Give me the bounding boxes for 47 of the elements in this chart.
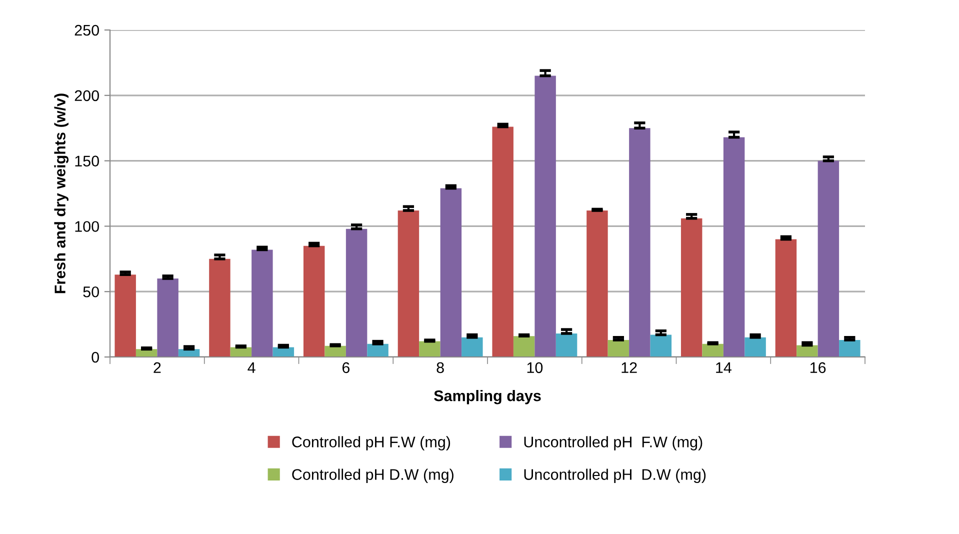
x-tick-label: 2 xyxy=(154,362,161,373)
x-tick-label: 10 xyxy=(527,362,543,374)
bar xyxy=(723,137,745,357)
legend-label: Controlled pH F.W (mg) xyxy=(292,436,450,450)
legend-label: Uncontrolled pH F.W (mg) xyxy=(524,436,702,450)
x-tick-label: 14 xyxy=(716,362,732,373)
bar xyxy=(775,239,797,357)
bar xyxy=(346,228,368,357)
legend-label: Controlled pH D.W (mg) xyxy=(292,468,454,483)
bar xyxy=(556,333,578,357)
y-tick-label: 150 xyxy=(75,156,99,166)
bar xyxy=(157,278,178,357)
bar xyxy=(650,334,672,357)
bar xyxy=(209,258,230,357)
bar xyxy=(513,336,535,357)
x-tick-label: 16 xyxy=(810,362,826,374)
bar xyxy=(367,344,388,357)
bar xyxy=(398,210,420,357)
bar xyxy=(796,345,818,357)
x-tick-label: 8 xyxy=(436,362,444,374)
bar xyxy=(839,340,860,357)
bar xyxy=(303,246,325,357)
bar xyxy=(419,341,440,357)
x-axis-title: Sampling days xyxy=(434,390,541,404)
bar xyxy=(608,340,630,357)
y-tick-label: 50 xyxy=(83,286,99,298)
bar xyxy=(114,274,136,357)
x-tick-label: 4 xyxy=(248,362,256,373)
y-axis-title: Fresh and dry weights (w/v) xyxy=(54,94,69,294)
bar xyxy=(702,344,724,357)
bar xyxy=(680,218,702,357)
bar xyxy=(440,188,462,357)
bar xyxy=(818,160,840,357)
legend-label: Uncontrolled pH D.W (mg) xyxy=(524,468,706,483)
bar xyxy=(534,76,556,357)
bar xyxy=(252,250,273,357)
y-tick-label: 100 xyxy=(75,221,99,232)
y-tick-label: 0 xyxy=(92,352,99,363)
x-tick-label: 6 xyxy=(342,362,350,374)
bar xyxy=(492,126,514,357)
bar xyxy=(462,337,483,357)
bar xyxy=(744,337,766,357)
y-tick-label: 200 xyxy=(74,90,99,102)
x-tick-label: 12 xyxy=(622,362,637,373)
y-tick-label: 250 xyxy=(74,24,99,36)
bar xyxy=(629,128,650,357)
bar xyxy=(586,210,608,357)
